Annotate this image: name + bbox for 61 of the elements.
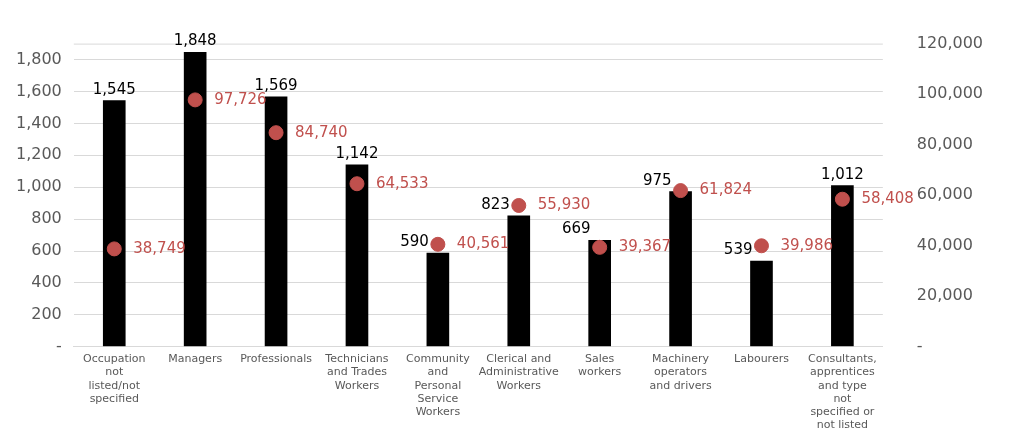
data-label: 1,848 bbox=[173, 31, 217, 50]
data-label: 1,545 bbox=[92, 79, 136, 98]
x-tick-label: Machinery operators and drivers bbox=[649, 352, 712, 392]
y-tick-label: 1,200 bbox=[15, 144, 62, 164]
y-tick-label: 1,600 bbox=[15, 80, 62, 100]
bar bbox=[507, 215, 531, 347]
y2-tick-label: 40,000 bbox=[916, 234, 973, 254]
y-tick-label: 1,400 bbox=[15, 112, 62, 132]
data-label: 58,408 bbox=[861, 189, 914, 208]
bar bbox=[102, 100, 126, 347]
point bbox=[511, 197, 527, 213]
bar bbox=[183, 51, 207, 347]
point bbox=[268, 125, 284, 141]
point bbox=[106, 241, 122, 257]
x-tick-label: Sales workers bbox=[578, 352, 622, 379]
point bbox=[673, 183, 689, 199]
bar bbox=[426, 252, 450, 347]
data-label: 590 bbox=[400, 232, 429, 251]
point bbox=[349, 176, 365, 192]
data-label: 84,740 bbox=[295, 122, 348, 141]
y2-tick-label: 100,000 bbox=[916, 83, 984, 103]
x-tick-label: Technicians and Trades Workers bbox=[324, 352, 389, 392]
y-tick-label: 600 bbox=[31, 240, 62, 260]
data-label: 975 bbox=[642, 170, 672, 189]
data-label: 669 bbox=[562, 219, 591, 238]
y2-tick-label: - bbox=[916, 335, 923, 355]
x-tick-label: Occupation not listed/not specified bbox=[82, 352, 146, 405]
point bbox=[187, 92, 203, 108]
x-tick-label: Labourers bbox=[734, 352, 790, 366]
data-label: 1,142 bbox=[335, 143, 379, 162]
x-tick-label: Consultants, apprentices and type not specified or not listed bbox=[808, 352, 877, 432]
y-tick-label: 400 bbox=[31, 272, 62, 292]
point bbox=[834, 191, 850, 207]
y-tick-label: 800 bbox=[31, 208, 62, 228]
data-label: 823 bbox=[481, 194, 510, 213]
point bbox=[592, 239, 608, 255]
point bbox=[430, 236, 446, 252]
x-tick-label: Managers bbox=[168, 352, 223, 366]
data-label: 64,533 bbox=[375, 173, 429, 192]
x-tick-label: Clerical and Administrative Workers bbox=[478, 352, 560, 392]
y-tick-label: 1,000 bbox=[15, 176, 62, 196]
data-label: 1,569 bbox=[254, 75, 298, 94]
y2-tick-label: 120,000 bbox=[916, 32, 984, 52]
data-label: 539 bbox=[723, 240, 753, 259]
data-label: 1,012 bbox=[820, 164, 864, 183]
bar bbox=[588, 240, 611, 347]
x-tick-label: Community and Personal Service Workers bbox=[406, 352, 471, 419]
data-label: 61,824 bbox=[699, 180, 753, 199]
data-label: 55,930 bbox=[537, 195, 591, 214]
bar bbox=[831, 185, 854, 347]
y-tick-label: 200 bbox=[31, 304, 62, 324]
y-tick-label: - bbox=[56, 335, 62, 355]
y2-tick-label: 80,000 bbox=[916, 133, 973, 153]
bar bbox=[750, 260, 773, 347]
y-tick-label: 1,800 bbox=[15, 48, 62, 68]
bar bbox=[345, 164, 369, 347]
y2-tick-label: 60,000 bbox=[916, 184, 973, 204]
bar bbox=[669, 191, 692, 347]
x-tick-label: Professionals bbox=[240, 352, 313, 366]
y2-tick-label: 20,000 bbox=[916, 285, 973, 305]
point bbox=[753, 238, 769, 254]
